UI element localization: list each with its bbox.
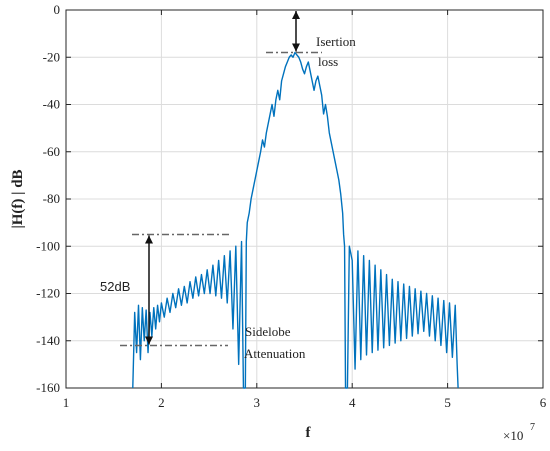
- x-exponent-base: ×10: [503, 428, 523, 443]
- y-tick-label: -60: [43, 144, 60, 159]
- x-tick-label: 6: [540, 395, 547, 410]
- y-tick-label: -80: [43, 191, 60, 206]
- x-tick-label: 5: [444, 395, 451, 410]
- sidelobe-label-line2: Attenuation: [244, 346, 306, 361]
- x-tick-label: 1: [63, 395, 70, 410]
- x-tick-label: 2: [158, 395, 165, 410]
- y-axis-title: |H(f) | dB: [10, 169, 26, 228]
- attenuation-value-label: 52dB: [100, 279, 130, 294]
- y-tick-label: -140: [36, 333, 60, 348]
- y-tick-label: -100: [36, 238, 60, 253]
- insertion-loss-label-line2: loss: [318, 54, 338, 69]
- insertion-arrowhead-bottom: [292, 43, 300, 52]
- annotations: Isertion loss Sidelobe Attenuation 52dB: [100, 11, 356, 361]
- x-exponent-power: 7: [530, 422, 535, 433]
- y-tick-labels: 0 -20 -40 -60 -80 -100 -120 -140 -160: [36, 2, 60, 395]
- y-tick-label: -20: [43, 49, 60, 64]
- x-tick-labels: 1 2 3 4 5 6: [63, 395, 547, 410]
- y-tick-label: -40: [43, 97, 60, 112]
- attenuation-arrowhead-bottom: [145, 336, 153, 345]
- y-tick-label: -120: [36, 286, 60, 301]
- axis-ticks: [65, 9, 544, 389]
- insertion-loss-label-line1: Isertion: [316, 34, 356, 49]
- x-tick-label: 3: [254, 395, 261, 410]
- x-axis-title: f: [306, 425, 312, 441]
- y-tick-label: 0: [54, 2, 61, 17]
- attenuation-arrowhead-top: [145, 235, 153, 244]
- y-tick-label: -160: [36, 380, 60, 395]
- series-line: [132, 51, 459, 389]
- series-layer: [132, 51, 459, 389]
- sidelobe-label-line1: Sidelobe: [245, 324, 291, 339]
- x-tick-label: 4: [349, 395, 356, 410]
- insertion-arrowhead-top: [292, 11, 300, 19]
